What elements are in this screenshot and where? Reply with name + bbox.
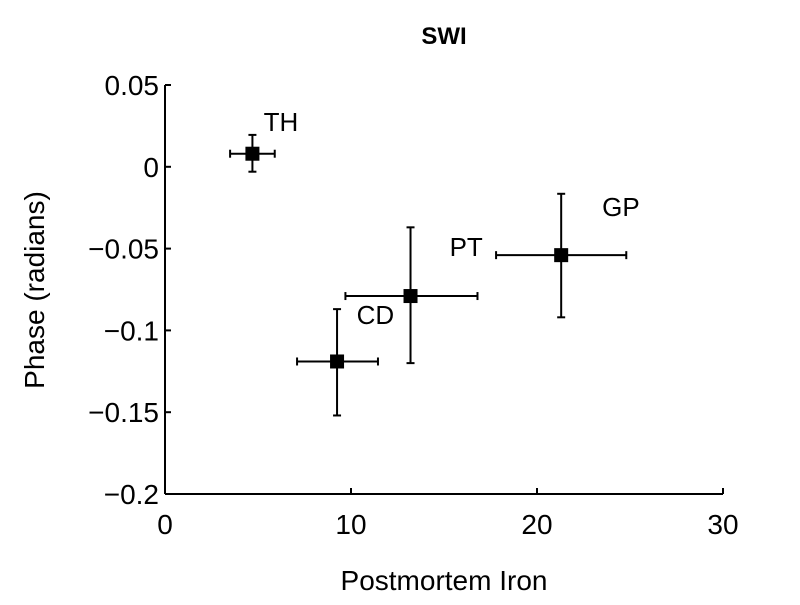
chart-title: SWI	[421, 23, 466, 50]
data-point	[296, 308, 379, 417]
square-marker	[554, 248, 569, 263]
square-marker	[403, 289, 418, 304]
point-label: TH	[264, 107, 299, 137]
x-tick-label: 30	[707, 509, 738, 540]
y-tick-label: −0.1	[104, 315, 159, 346]
square-marker	[245, 146, 260, 161]
data-marks: TH CD PT GP	[229, 107, 640, 417]
data-point	[344, 226, 479, 365]
y-tick-label: −0.2	[104, 479, 159, 510]
y-tick-label: 0.05	[105, 70, 160, 101]
square-marker	[330, 354, 345, 369]
x-tick-label: 20	[521, 509, 552, 540]
point-label: PT	[450, 232, 483, 262]
axes: 0 10 20 30 −0.2 −0.15 −0.1 −0.05 0 0.05	[88, 70, 738, 540]
x-axis-label: Postmortem Iron	[341, 565, 548, 596]
point-label: CD	[357, 300, 395, 330]
y-tick-label: −0.15	[88, 397, 159, 428]
y-tick-label: −0.05	[88, 234, 159, 265]
point-label: GP	[602, 192, 640, 222]
y-tick-label: 0	[143, 152, 159, 183]
data-point	[495, 192, 628, 319]
x-tick-label: 10	[335, 509, 366, 540]
y-axis-label: Phase (radians)	[19, 191, 50, 389]
x-tick-label: 0	[157, 509, 173, 540]
data-point	[229, 133, 276, 173]
